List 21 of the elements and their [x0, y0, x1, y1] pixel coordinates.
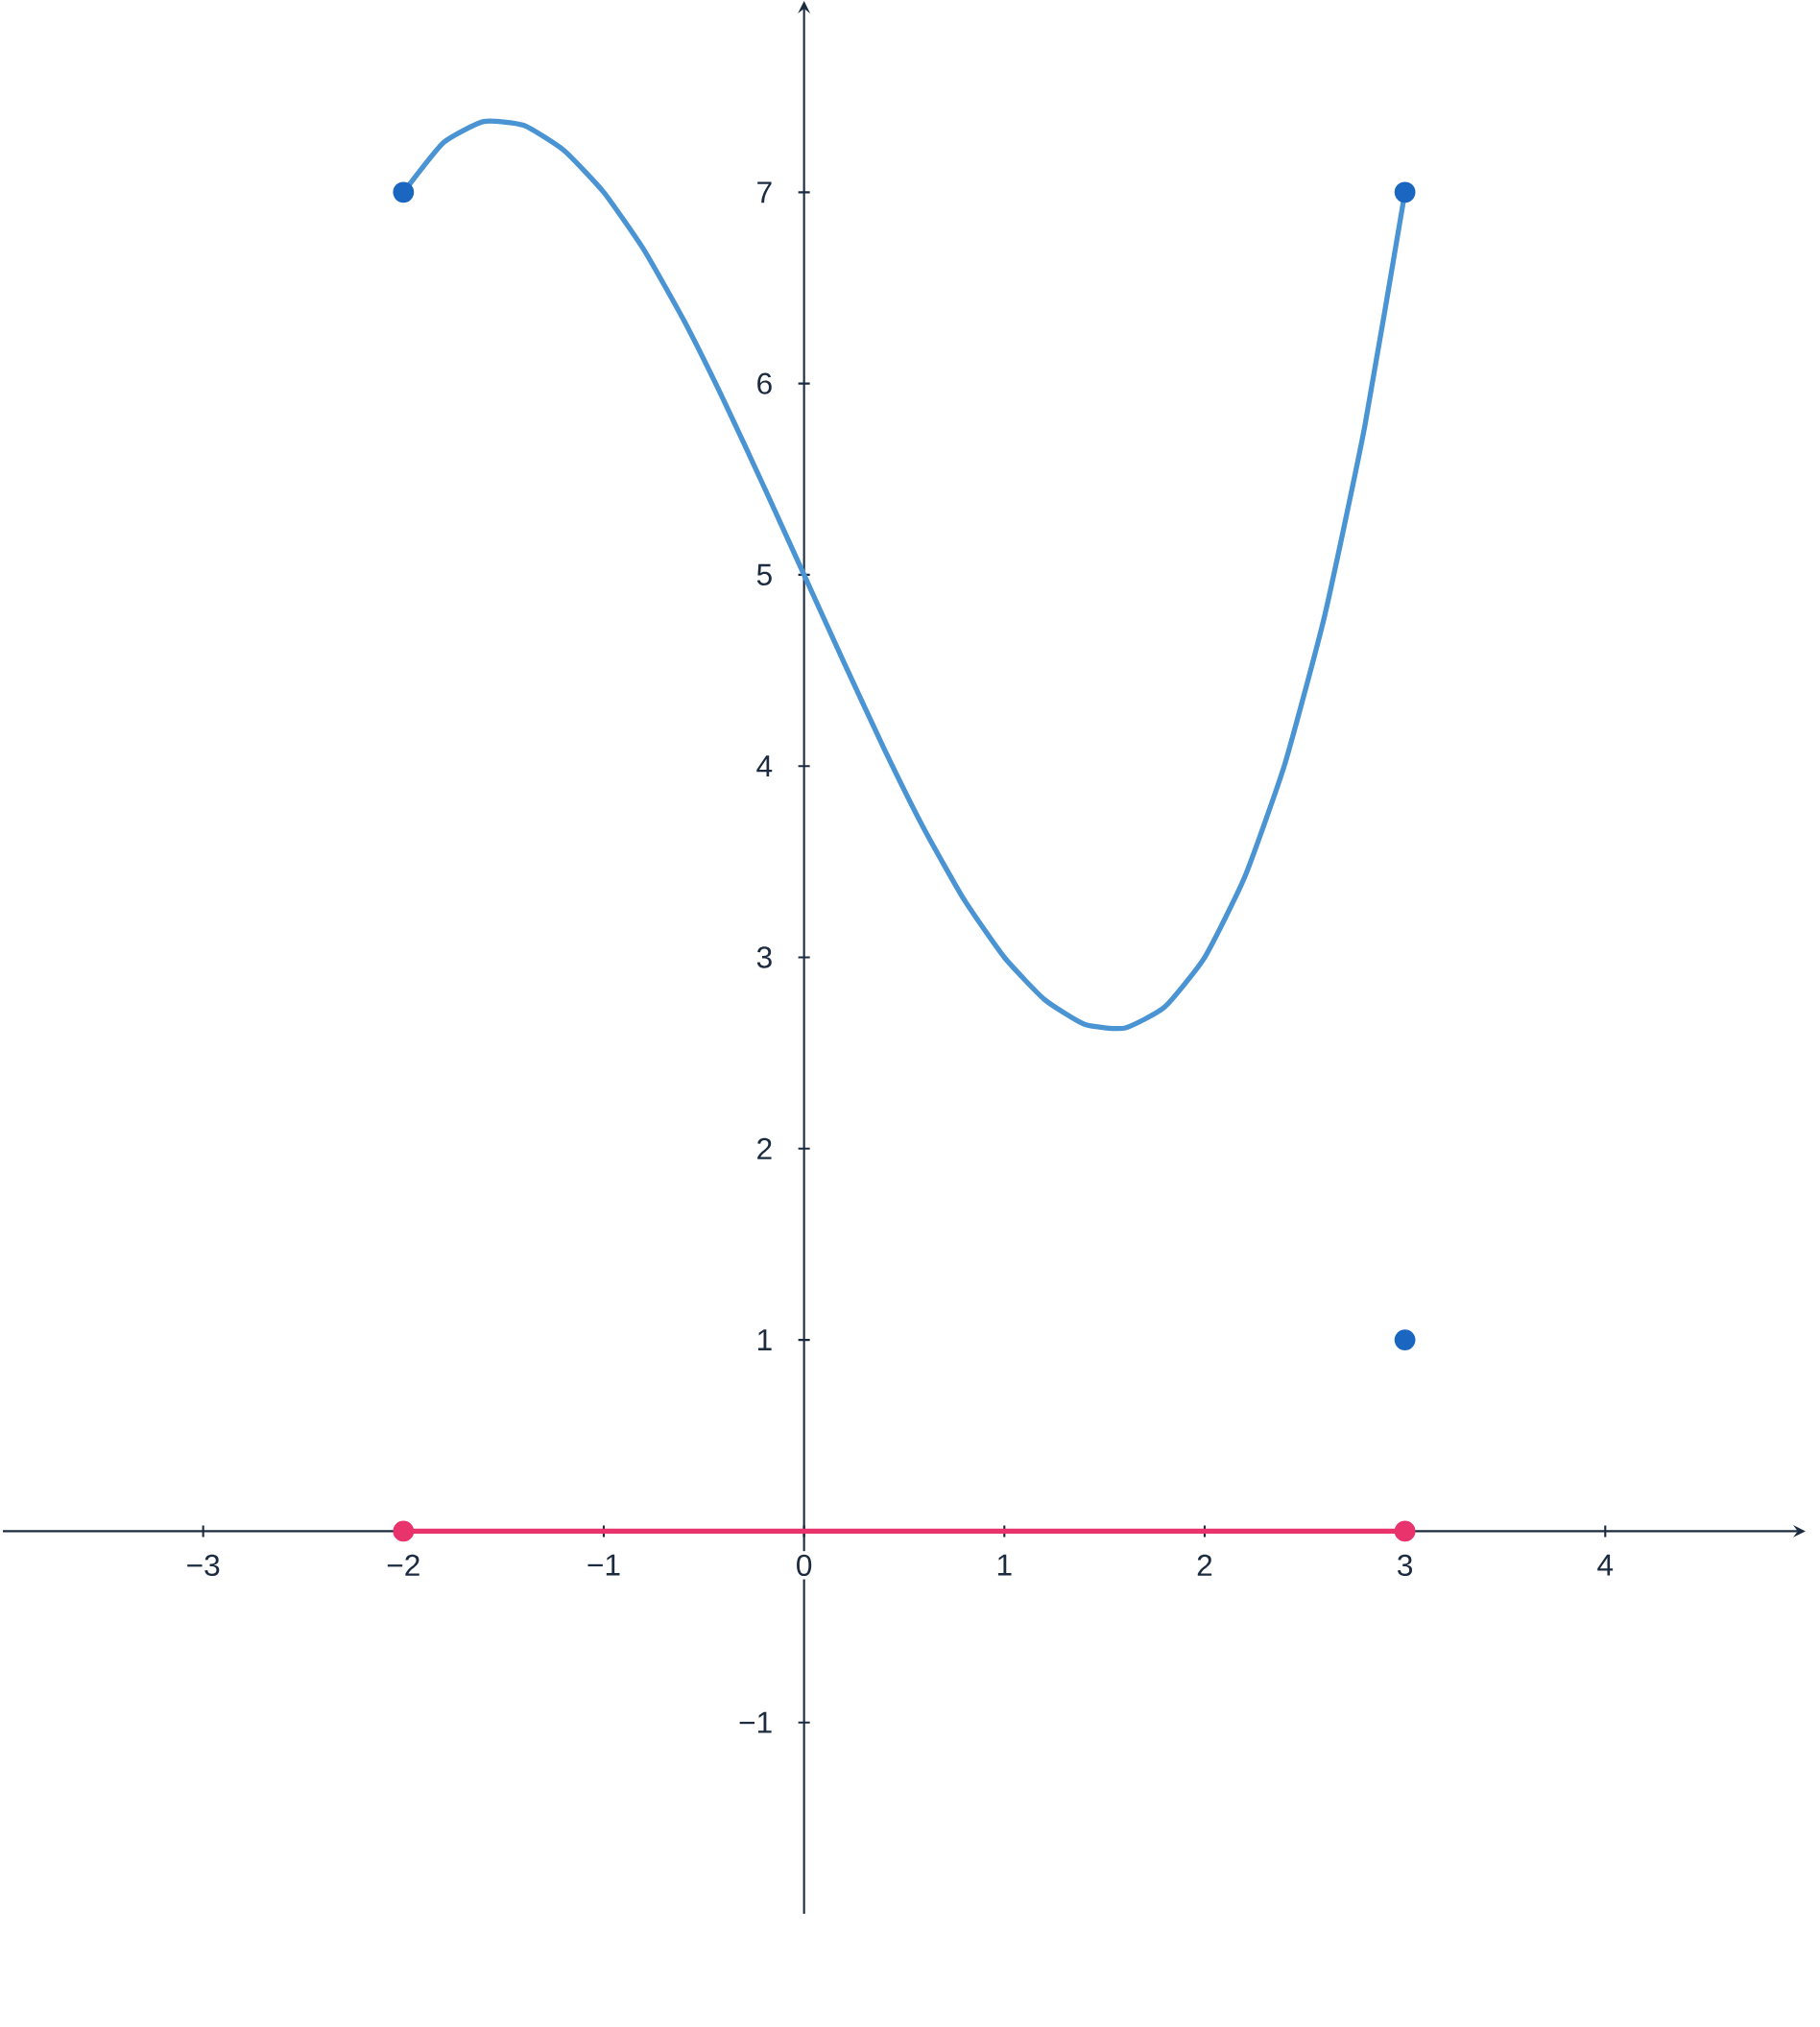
x-tick-label: −3 — [187, 1554, 220, 1577]
y-tick-label: 2 — [757, 1137, 772, 1159]
point — [1394, 1520, 1416, 1542]
point — [1394, 1329, 1416, 1351]
x-tick-label: −1 — [587, 1554, 620, 1576]
x-tick-label: 3 — [1398, 1554, 1413, 1577]
y-tick-label: 7 — [757, 181, 772, 203]
x-tick-label: 0 — [797, 1554, 812, 1577]
x-tick-label: 4 — [1597, 1554, 1614, 1576]
x-tick-label: 1 — [997, 1554, 1012, 1576]
point — [1394, 181, 1416, 203]
y-tick-label: 5 — [756, 563, 772, 585]
y-tick-label: 6 — [757, 372, 772, 394]
point — [393, 1520, 415, 1542]
y-tick-label: 4 — [756, 755, 773, 777]
point — [393, 181, 415, 203]
x-tick-label: −2 — [387, 1554, 419, 1576]
y-tick-label: 1 — [758, 1329, 772, 1350]
y-tick-label: −1 — [739, 1711, 772, 1733]
y-tick-label: 3 — [756, 946, 772, 968]
x-tick-label: 2 — [1197, 1554, 1212, 1576]
